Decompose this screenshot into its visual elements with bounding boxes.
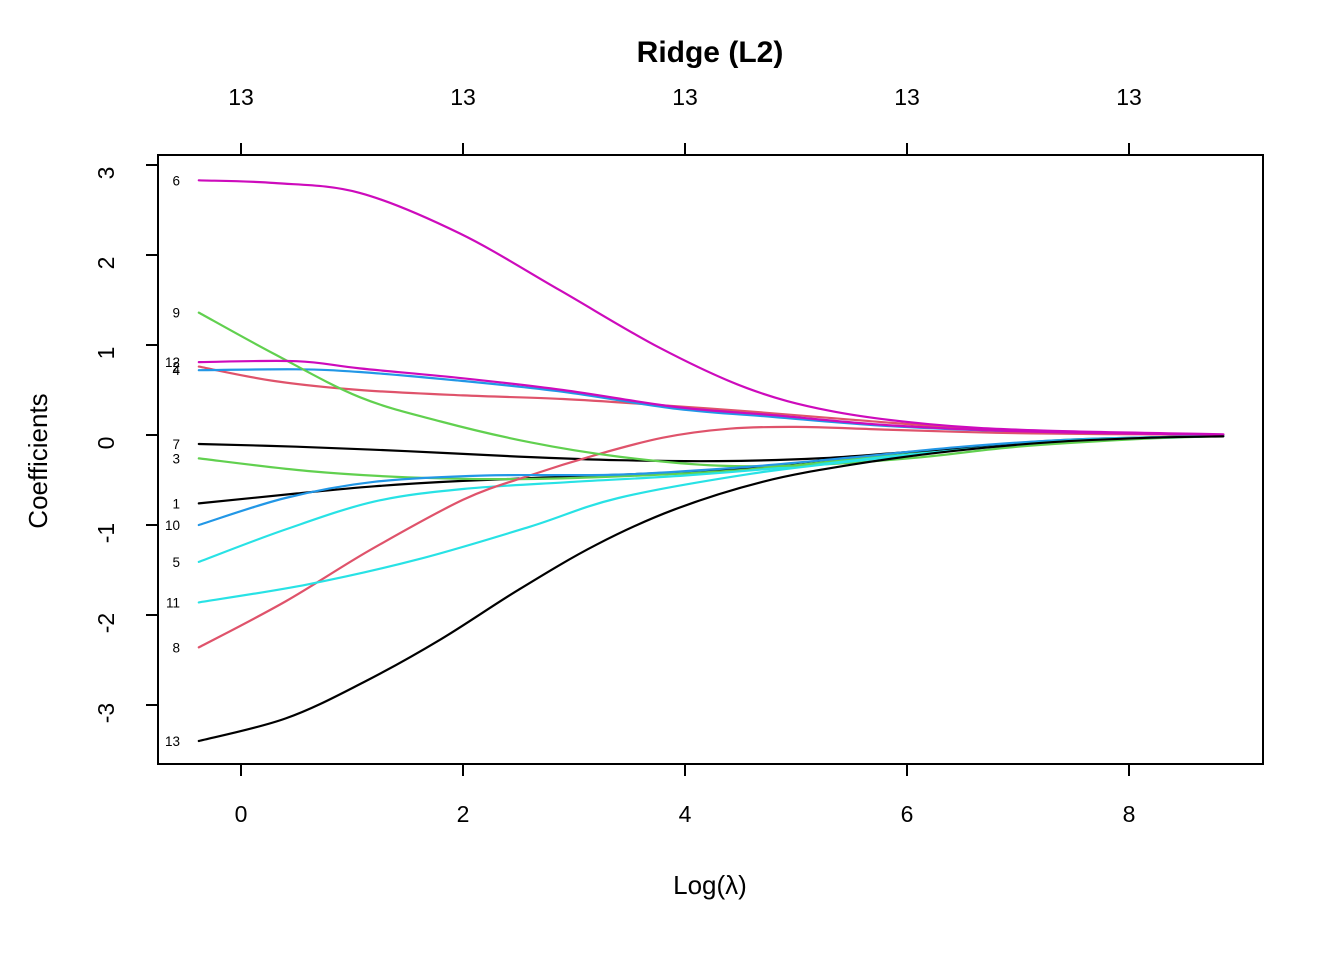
x-axis-label: Log(λ) (673, 870, 747, 900)
series-line-2 (197, 365, 1225, 436)
top-axis-tick-label: 13 (1116, 84, 1142, 110)
top-axis-tick-label: 13 (228, 84, 254, 110)
curve-index-label-8: 8 (172, 640, 180, 655)
y-axis-tick-label: 1 (93, 347, 119, 360)
curve-index-label-4: 4 (172, 363, 180, 378)
y-axis-tick-label: -1 (93, 523, 119, 543)
series-line-6 (197, 179, 1225, 436)
plot-box (157, 154, 1264, 765)
y-axis-tick-label: 3 (93, 167, 119, 180)
series-line-10 (197, 434, 1225, 527)
curve-index-label-5: 5 (172, 555, 180, 570)
curve-index-label-2: 2 (172, 360, 180, 375)
series-line-12 (197, 359, 1225, 436)
series-line-8 (197, 425, 1225, 649)
curve-index-label-10: 10 (165, 518, 180, 533)
series-line-13 (197, 435, 1225, 743)
y-axis-tick-label: -2 (93, 613, 119, 633)
curve-index-label-1: 1 (172, 496, 180, 511)
curve-index-label-9: 9 (172, 306, 180, 321)
curve-index-label-12: 12 (165, 355, 180, 370)
y-axis-tick-label: 0 (93, 437, 119, 450)
curve-index-label-6: 6 (172, 173, 180, 188)
series-line-9 (197, 311, 1225, 468)
y-axis-tick-label: -3 (93, 703, 119, 723)
y-axis-label: Coefficients (23, 393, 53, 529)
series-line-5 (197, 435, 1225, 563)
top-axis-tick-label: 13 (672, 84, 698, 110)
curve-index-label-13: 13 (165, 734, 180, 749)
x-axis-tick-label: 4 (679, 801, 692, 827)
plot-title: Ridge (L2) (636, 36, 784, 69)
curve-index-label-11: 11 (166, 595, 180, 610)
y-axis-tick-label: 2 (93, 257, 119, 270)
x-axis-tick-label: 0 (235, 801, 248, 827)
series-line-4 (197, 368, 1225, 436)
x-axis-tick-label: 8 (1123, 801, 1136, 827)
curve-index-label-7: 7 (172, 437, 180, 452)
x-axis-tick-label: 6 (901, 801, 914, 827)
x-axis-tick-label: 2 (457, 801, 470, 827)
curve-index-label-3: 3 (172, 451, 180, 466)
top-axis-tick-label: 13 (450, 84, 476, 110)
top-axis-tick-label: 13 (894, 84, 920, 110)
